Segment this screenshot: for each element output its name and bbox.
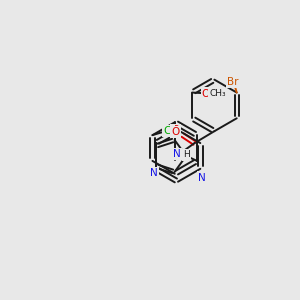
Text: O: O xyxy=(172,125,180,135)
Text: O: O xyxy=(202,88,210,98)
Text: O: O xyxy=(171,127,180,137)
Text: N: N xyxy=(173,149,181,159)
Text: Br: Br xyxy=(227,76,238,87)
Text: H: H xyxy=(183,151,190,160)
Text: Cl: Cl xyxy=(163,126,173,136)
Text: CH₃: CH₃ xyxy=(209,89,226,98)
Text: N: N xyxy=(198,173,206,183)
Text: N: N xyxy=(150,168,158,178)
